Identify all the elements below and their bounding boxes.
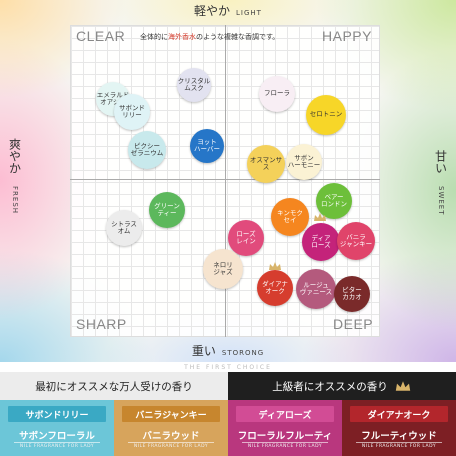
scent-circle: ピクシー ゼラニウム [128, 131, 166, 169]
product-subtitle: NILE FRAGRANCE FOR LADY [361, 444, 437, 449]
axis-top-jp: 軽やか [194, 4, 231, 18]
product-scent-tag: ダイアナオーク [350, 406, 448, 422]
divider [242, 442, 328, 443]
scent-circle: セロトニン [306, 95, 346, 135]
product-title: フルーティウッド [361, 431, 437, 442]
axis-bottom-label: 重い STORONG [0, 342, 456, 359]
scent-circle: シトラス オム [106, 210, 142, 246]
quadrant-sharp: SHARP [76, 316, 127, 332]
axis-right-jp: 甘い [433, 150, 448, 174]
scent-circle: ダイアナ オーク [257, 270, 293, 306]
quadrant-deep: DEEP [333, 316, 374, 332]
scent-circle: サボン ハーモニー [286, 144, 322, 180]
recommend-advanced-text: 上級者にオススメの香り [272, 380, 388, 393]
divider [128, 442, 214, 443]
axis-left-jp: 爽やか [7, 138, 22, 174]
axis-left-en: FRESH [11, 186, 19, 215]
horizontal-axis-line [70, 179, 380, 180]
axis-right-label: 甘い SWEET [430, 150, 452, 220]
recommend-beginner-banner: 最初にオススメな万人受けの香り [0, 372, 228, 400]
scent-circle: ビター カカオ [334, 276, 370, 312]
product-card[interactable]: サボンドリリーサボンフローラル NILE FRAGRANCE FOR LADY [0, 400, 114, 456]
product-scent-tag: ディアローズ [236, 406, 334, 422]
note-suffix: のような複雑な香調です。 [196, 33, 280, 41]
axis-top-en: LIGHT [236, 9, 262, 17]
watermark: THE FIRST CHOICE [184, 364, 272, 371]
product-card[interactable]: バニラジャンキーバニラウッド NILE FRAGRANCE FOR LADY [114, 400, 228, 456]
product-card[interactable]: ダイアナオークフルーティウッド NILE FRAGRANCE FOR LADY [342, 400, 456, 456]
scent-circle: フローラ [259, 76, 295, 112]
product-subtitle: NILE FRAGRANCE FOR LADY [247, 444, 323, 449]
scent-circle: グリーン ティー [149, 192, 185, 228]
product-title: バニラウッド [142, 431, 200, 442]
note-prefix: 全体的に [140, 33, 168, 41]
divider [14, 442, 100, 443]
scent-circle: サボンド リリー [114, 94, 150, 130]
recommend-beginner-text: 最初にオススメな万人受けの香り [35, 380, 193, 393]
scent-circle: ヨット ハーバー [190, 129, 224, 163]
vertical-axis-line [225, 25, 226, 337]
product-subtitle: NILE FRAGRANCE FOR LADY [133, 444, 209, 449]
divider [356, 442, 442, 443]
scent-circle: クリスタル ムスク [177, 68, 211, 102]
scent-circle: ルージュ ヴァニース [296, 269, 336, 309]
axis-top-label: 軽やか LIGHT [0, 2, 456, 19]
product-card[interactable]: ディアローズフローラルフルーティ NILE FRAGRANCE FOR LADY [228, 400, 342, 456]
recommend-advanced-banner: 上級者にオススメの香り [228, 372, 456, 400]
axis-bottom-jp: 重い [191, 344, 216, 358]
product-title: サボンフローラル [19, 431, 95, 442]
crown-icon-diana-oak [269, 262, 281, 270]
scent-note: 全体的に海外香水のような複雑な香調です。 [140, 32, 320, 42]
product-subtitle: NILE FRAGRANCE FOR LADY [19, 444, 95, 449]
scent-circle: バニラ ジャンキー [337, 222, 375, 260]
scent-circle: ローズ レイン [228, 220, 264, 256]
axis-bottom-en: STORONG [221, 349, 265, 357]
product-title: フローラルフルーティ [237, 431, 333, 442]
axis-right-en: SWEET [437, 186, 445, 216]
scent-circle: ディア ローズ [302, 223, 340, 261]
quadrant-happy: HAPPY [322, 28, 372, 44]
product-scent-tag: サボンドリリー [8, 406, 106, 422]
scent-circle: オスマンサス [247, 145, 285, 183]
scent-circle: ベアー ロンドン [316, 183, 352, 219]
scent-circle: キンモク セイ [271, 198, 309, 236]
scent-circle: ネロリ ジャズ [203, 249, 243, 289]
crown-icon [395, 381, 410, 391]
axis-left-label: 爽やか FRESH [4, 138, 26, 218]
note-highlight: 海外香水 [168, 33, 196, 41]
product-scent-tag: バニラジャンキー [122, 406, 220, 422]
quadrant-clear: CLEAR [76, 28, 126, 44]
crown-icon-dear-rose [314, 213, 326, 221]
